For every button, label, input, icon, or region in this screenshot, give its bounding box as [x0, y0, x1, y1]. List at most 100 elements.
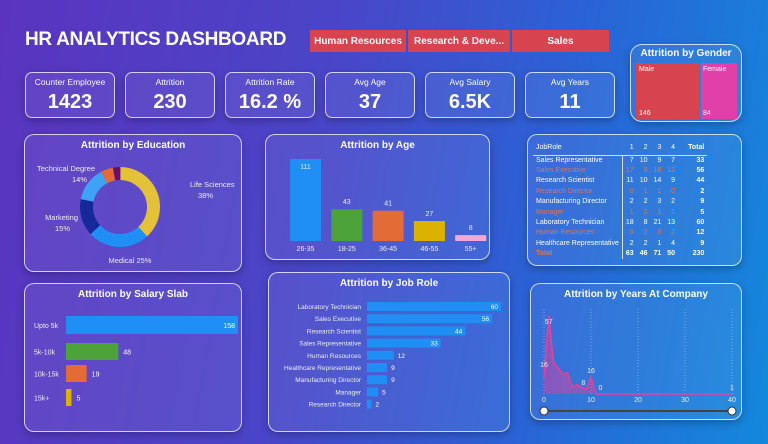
matrix-cell: 1: [671, 208, 676, 216]
jobrole-bar[interactable]: [367, 302, 501, 311]
table-row: Total 63 46 71 50 230: [533, 248, 707, 259]
age-bar[interactable]: [413, 221, 445, 241]
matrix-cell: 3: [657, 229, 662, 237]
x-tick: 30: [681, 397, 689, 404]
x-tick: 20: [634, 397, 642, 404]
matrix-cell: 10: [639, 156, 648, 164]
matrix-header[interactable]: 4: [671, 144, 676, 152]
salary-bar-label: 5: [76, 396, 80, 403]
matrix-cell: Manager: [536, 208, 564, 216]
dept-filter-rd[interactable]: Research & Deve...: [408, 30, 510, 52]
matrix-cell: 1: [621, 206, 637, 218]
slice-label: Life Sciences: [190, 180, 235, 189]
age-bar[interactable]: [372, 210, 404, 241]
donut-slice[interactable]: [80, 199, 101, 235]
male-value: 146: [639, 110, 651, 117]
jobrole-bar-label: 2: [375, 402, 379, 409]
dept-filter-hr[interactable]: Human Resources: [310, 30, 406, 52]
matrix-cell: 2: [643, 208, 648, 216]
jobrole-bar[interactable]: [367, 387, 379, 397]
age-bar[interactable]: [290, 159, 321, 241]
kpi-label: Avg Age: [354, 77, 386, 87]
donut-slice[interactable]: [120, 167, 160, 237]
kpi-value: 230: [153, 91, 187, 113]
gender-title: Attrition by Gender: [640, 48, 732, 59]
age-bar-label: 8: [469, 225, 473, 232]
kpi-card: Avg Salary 6.5K: [425, 72, 515, 118]
salary-tick: 10k-15k: [34, 372, 59, 379]
slice-label: Technical Degree: [37, 164, 95, 173]
x-tick: 0: [542, 397, 546, 404]
jobrole-bar[interactable]: [367, 338, 441, 348]
matrix-cell: 46: [639, 250, 648, 258]
jobrole-bar[interactable]: [367, 326, 466, 336]
age-bar[interactable]: [455, 235, 487, 241]
matrix-cell: 1: [657, 239, 662, 247]
jobrole-bar-label: 44: [455, 328, 463, 335]
education-card: Attrition by Education Life Sciences 38% M…: [24, 134, 242, 272]
kpi-label: Avg Salary: [449, 77, 491, 87]
female-tile[interactable]: Female 84: [701, 63, 737, 119]
dept-filter-sales[interactable]: Sales: [512, 30, 609, 52]
matrix-header[interactable]: 2: [643, 144, 648, 152]
table-row: Sales Representative 7 10 9 7 33: [533, 155, 707, 166]
kpi-card: Avg Age 37: [325, 72, 415, 118]
salary-bar[interactable]: [66, 389, 72, 406]
slider-handle-max[interactable]: [727, 406, 737, 416]
jobrole-bar[interactable]: [367, 314, 493, 324]
age-tick: 18-25: [338, 246, 356, 253]
matrix-cell: 8: [643, 219, 648, 227]
kpi-label: Attrition Rate: [245, 77, 295, 87]
salary-bar-label: 19: [92, 372, 100, 379]
matrix-header[interactable]: 3: [657, 144, 662, 152]
male-label: Male: [639, 66, 655, 73]
matrix-header[interactable]: Total: [688, 144, 705, 152]
jobrole-bar[interactable]: [367, 350, 394, 360]
donut-slice[interactable]: [80, 171, 108, 202]
donut-slice[interactable]: [90, 225, 148, 247]
matrix-cell: 230: [692, 250, 705, 258]
matrix-cell: 2: [621, 238, 637, 249]
jobrole-bar[interactable]: [367, 363, 388, 372]
donut-slice[interactable]: [112, 167, 121, 181]
jobrole-bar[interactable]: [367, 399, 372, 409]
table-row: Research Scientist 11 10 14 9 44: [533, 175, 707, 187]
salary-bar[interactable]: [66, 316, 238, 334]
matrix-cell: Total: [536, 250, 553, 258]
salary-tick: 15k+: [34, 396, 49, 403]
matrix-header[interactable]: JobRole: [536, 144, 562, 152]
male-tile[interactable]: Male 146: [636, 63, 700, 119]
jobrole-bar[interactable]: [367, 375, 388, 385]
matrix-cell: 5: [621, 227, 637, 239]
jobrole-tick: Manager: [335, 389, 361, 396]
area-fill: [544, 316, 596, 394]
matrix-header[interactable]: 1: [629, 144, 634, 152]
matrix-cell: Research Scientist: [536, 177, 595, 185]
gender-card: Attrition by Gender Male 146 Female 84: [630, 44, 742, 122]
matrix-cell: 0: [671, 187, 676, 195]
matrix-cell: 17: [621, 165, 637, 176]
x-tick: 40: [728, 397, 736, 404]
matrix-cell: 71: [653, 250, 662, 258]
salary-tick: 5k-10k: [34, 350, 56, 357]
age-bar[interactable]: [331, 209, 363, 241]
salary-bar[interactable]: [66, 343, 119, 360]
salary-bar[interactable]: [66, 365, 87, 382]
matrix-cell: Human Resources: [536, 229, 594, 237]
matrix-cell: 7: [671, 156, 676, 164]
data-label: 1: [730, 385, 734, 392]
jobrole-matrix-card: JobRole 1 2 3 4 Total Sales Representative 7 10 9…: [527, 134, 742, 266]
age-bar-label: 43: [343, 199, 351, 206]
matrix-cell: 2: [643, 198, 648, 206]
matrix-cell: 1: [657, 208, 662, 216]
age-title: Attrition by Age: [340, 140, 415, 151]
matrix-cell: 2: [643, 239, 648, 247]
data-label: 8: [581, 380, 585, 387]
data-label: 57: [545, 319, 553, 326]
donut-slice[interactable]: [101, 167, 116, 184]
kpi-card: Attrition 230: [125, 72, 215, 118]
slider-handle-min[interactable]: [539, 406, 549, 416]
table-row: Human Resources 5 2 3 2 12: [533, 227, 707, 239]
